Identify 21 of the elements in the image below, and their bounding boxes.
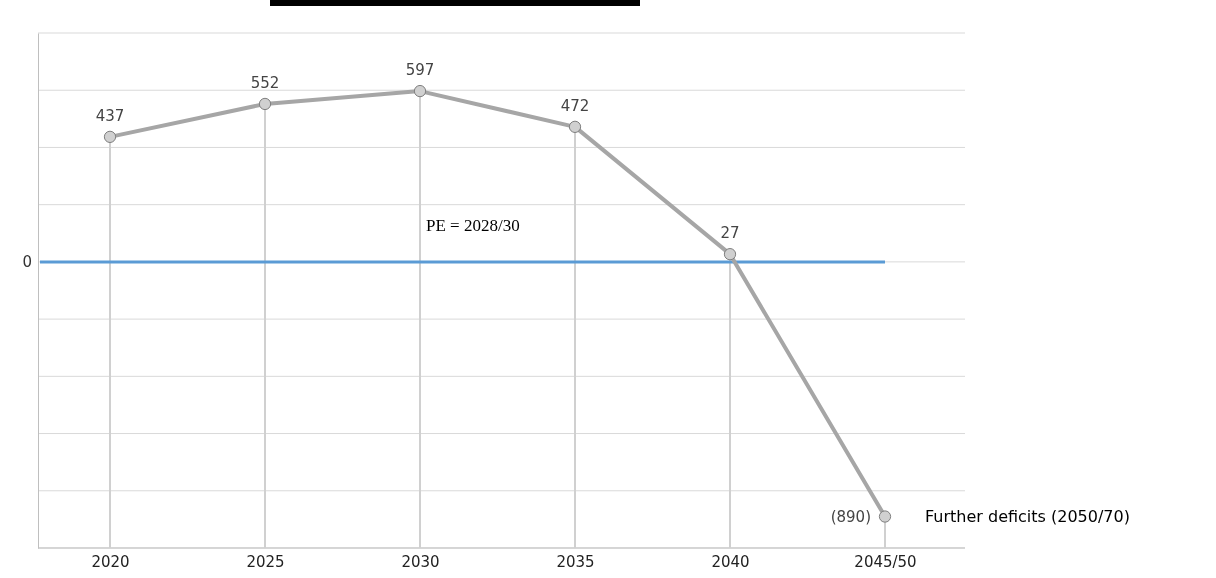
data-label: 437 <box>95 106 125 125</box>
data-label: 597 <box>405 61 435 80</box>
point <box>413 84 427 98</box>
point <box>258 97 272 111</box>
data-label: 472 <box>560 96 590 115</box>
point <box>723 248 737 261</box>
data-label: (890) <box>830 507 871 526</box>
annotation: Further deficits (2050/70) <box>925 506 1130 526</box>
x-tick-label: 2025 <box>246 552 285 571</box>
x-tick-label: 2040 <box>711 552 750 571</box>
x-tick-label: 2030 <box>401 552 440 571</box>
x-tick-label: 2045/50 <box>854 552 917 571</box>
x-tick-label: 2035 <box>556 552 595 571</box>
x-tick-label: 2020 <box>91 552 130 571</box>
data-label: 27 <box>720 224 740 243</box>
point <box>878 510 892 523</box>
point <box>103 130 117 143</box>
data-label: 552 <box>250 73 280 92</box>
point <box>568 120 582 133</box>
annotation: PE = 2028/30 <box>426 215 520 235</box>
ref-line-label: 0 <box>22 252 32 271</box>
